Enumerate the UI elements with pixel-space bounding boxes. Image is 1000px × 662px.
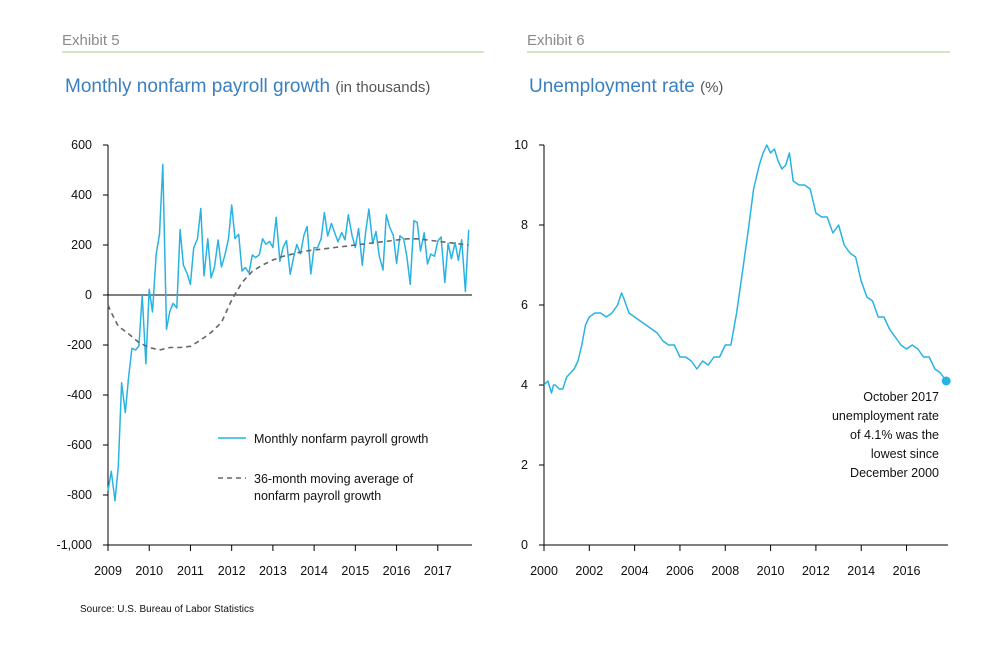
unemployment-chart-axes: 0 2 4 6 8 10 2000 2002 2004 2006 2008 2010 2012 2014 2… xyxy=(514,138,948,578)
legend-label-moving-average-line2: nonfarm payroll growth xyxy=(254,489,381,503)
payroll-series-line-moving-average xyxy=(107,238,469,351)
payroll-series-line-main xyxy=(107,163,470,502)
payroll-x-tick-label: 2011 xyxy=(177,564,204,578)
legend-label-payroll: Monthly nonfarm payroll growth xyxy=(254,432,428,446)
unemployment-y-tick-label: 4 xyxy=(521,378,528,392)
payroll-y-tick-label: -400 xyxy=(67,388,92,402)
unemployment-x-tick-label: 2006 xyxy=(666,564,694,578)
unemployment-x-tick-label: 2016 xyxy=(893,564,921,578)
unemployment-y-tick-label: 10 xyxy=(514,138,528,152)
unemployment-x-tick-label: 2014 xyxy=(847,564,875,578)
unemployment-series-line-main xyxy=(543,144,947,394)
chart-2-subtitle: (%) xyxy=(700,79,723,96)
payroll-y-tick-label: -600 xyxy=(67,438,92,452)
unemployment-x-tick-label: 2010 xyxy=(757,564,785,578)
legend-label-moving-average: 36-month moving average of nonfarm payrol… xyxy=(254,472,414,503)
payroll-y-tick-label: 200 xyxy=(71,238,92,252)
unemployment-x-tick-label: 2000 xyxy=(530,564,558,578)
chart-2-title-line: Unemployment rate (%) xyxy=(529,76,723,97)
payroll-chart-legend: Monthly nonfarm payroll growth 36-month … xyxy=(218,432,428,503)
annotation-line: unemployment rate xyxy=(832,409,939,423)
chart-1-title: Monthly nonfarm payroll growth xyxy=(65,76,330,97)
annotation-line: of 4.1% was the xyxy=(850,428,939,442)
chart-2-title: Unemployment rate xyxy=(529,76,695,97)
payroll-x-tick-label: 2014 xyxy=(300,564,328,578)
unemployment-highlight-point xyxy=(941,376,951,386)
annotation-line: lowest since xyxy=(871,447,939,461)
unemployment-chart: 0 2 4 6 8 10 2000 2002 2004 2006 2008 2010 2012 2014 2… xyxy=(514,138,951,578)
chart-1-title-line: Monthly nonfarm payroll growth (in thous… xyxy=(65,76,430,97)
payroll-y-tick-label: 600 xyxy=(71,138,92,152)
unemployment-x-tick-label: 2008 xyxy=(711,564,739,578)
payroll-y-tick-label: 0 xyxy=(85,288,92,302)
unemployment-annotation: October 2017 unemployment rate of 4.1% was… xyxy=(832,390,939,480)
chart-1-subtitle: (in thousands) xyxy=(335,79,430,96)
payroll-x-tick-label: 2016 xyxy=(383,564,411,578)
unemployment-x-tick-label: 2004 xyxy=(621,564,649,578)
unemployment-y-tick-label: 8 xyxy=(521,218,528,232)
unemployment-y-tick-label: 2 xyxy=(521,458,528,472)
payroll-y-tick-label: -1,000 xyxy=(57,538,92,552)
payroll-x-tick-label: 2012 xyxy=(218,564,246,578)
unemployment-chart-series xyxy=(543,144,951,394)
unemployment-x-tick-label: 2012 xyxy=(802,564,830,578)
annotation-line: December 2000 xyxy=(850,466,939,480)
payroll-x-tick-label: 2015 xyxy=(341,564,369,578)
payroll-y-tick-label: -200 xyxy=(67,338,92,352)
payroll-x-tick-label: 2013 xyxy=(259,564,287,578)
payroll-x-tick-label: 2009 xyxy=(94,564,122,578)
payroll-y-tick-label: -800 xyxy=(67,488,92,502)
unemployment-y-tick-label: 0 xyxy=(521,538,528,552)
exhibit-5-label: Exhibit 5 xyxy=(62,32,120,49)
payroll-chart-series xyxy=(107,163,470,502)
source-note: Source: U.S. Bureau of Labor Statistics xyxy=(80,604,254,615)
payroll-x-tick-label: 2017 xyxy=(424,564,452,578)
exhibit-6-label: Exhibit 6 xyxy=(527,32,585,49)
unemployment-y-tick-label: 6 xyxy=(521,298,528,312)
unemployment-x-tick-label: 2002 xyxy=(575,564,603,578)
payroll-x-tick-label: 2010 xyxy=(135,564,163,578)
payroll-y-tick-label: 400 xyxy=(71,188,92,202)
annotation-line: October 2017 xyxy=(863,390,939,404)
legend-label-moving-average-line1: 36-month moving average of xyxy=(254,472,414,486)
